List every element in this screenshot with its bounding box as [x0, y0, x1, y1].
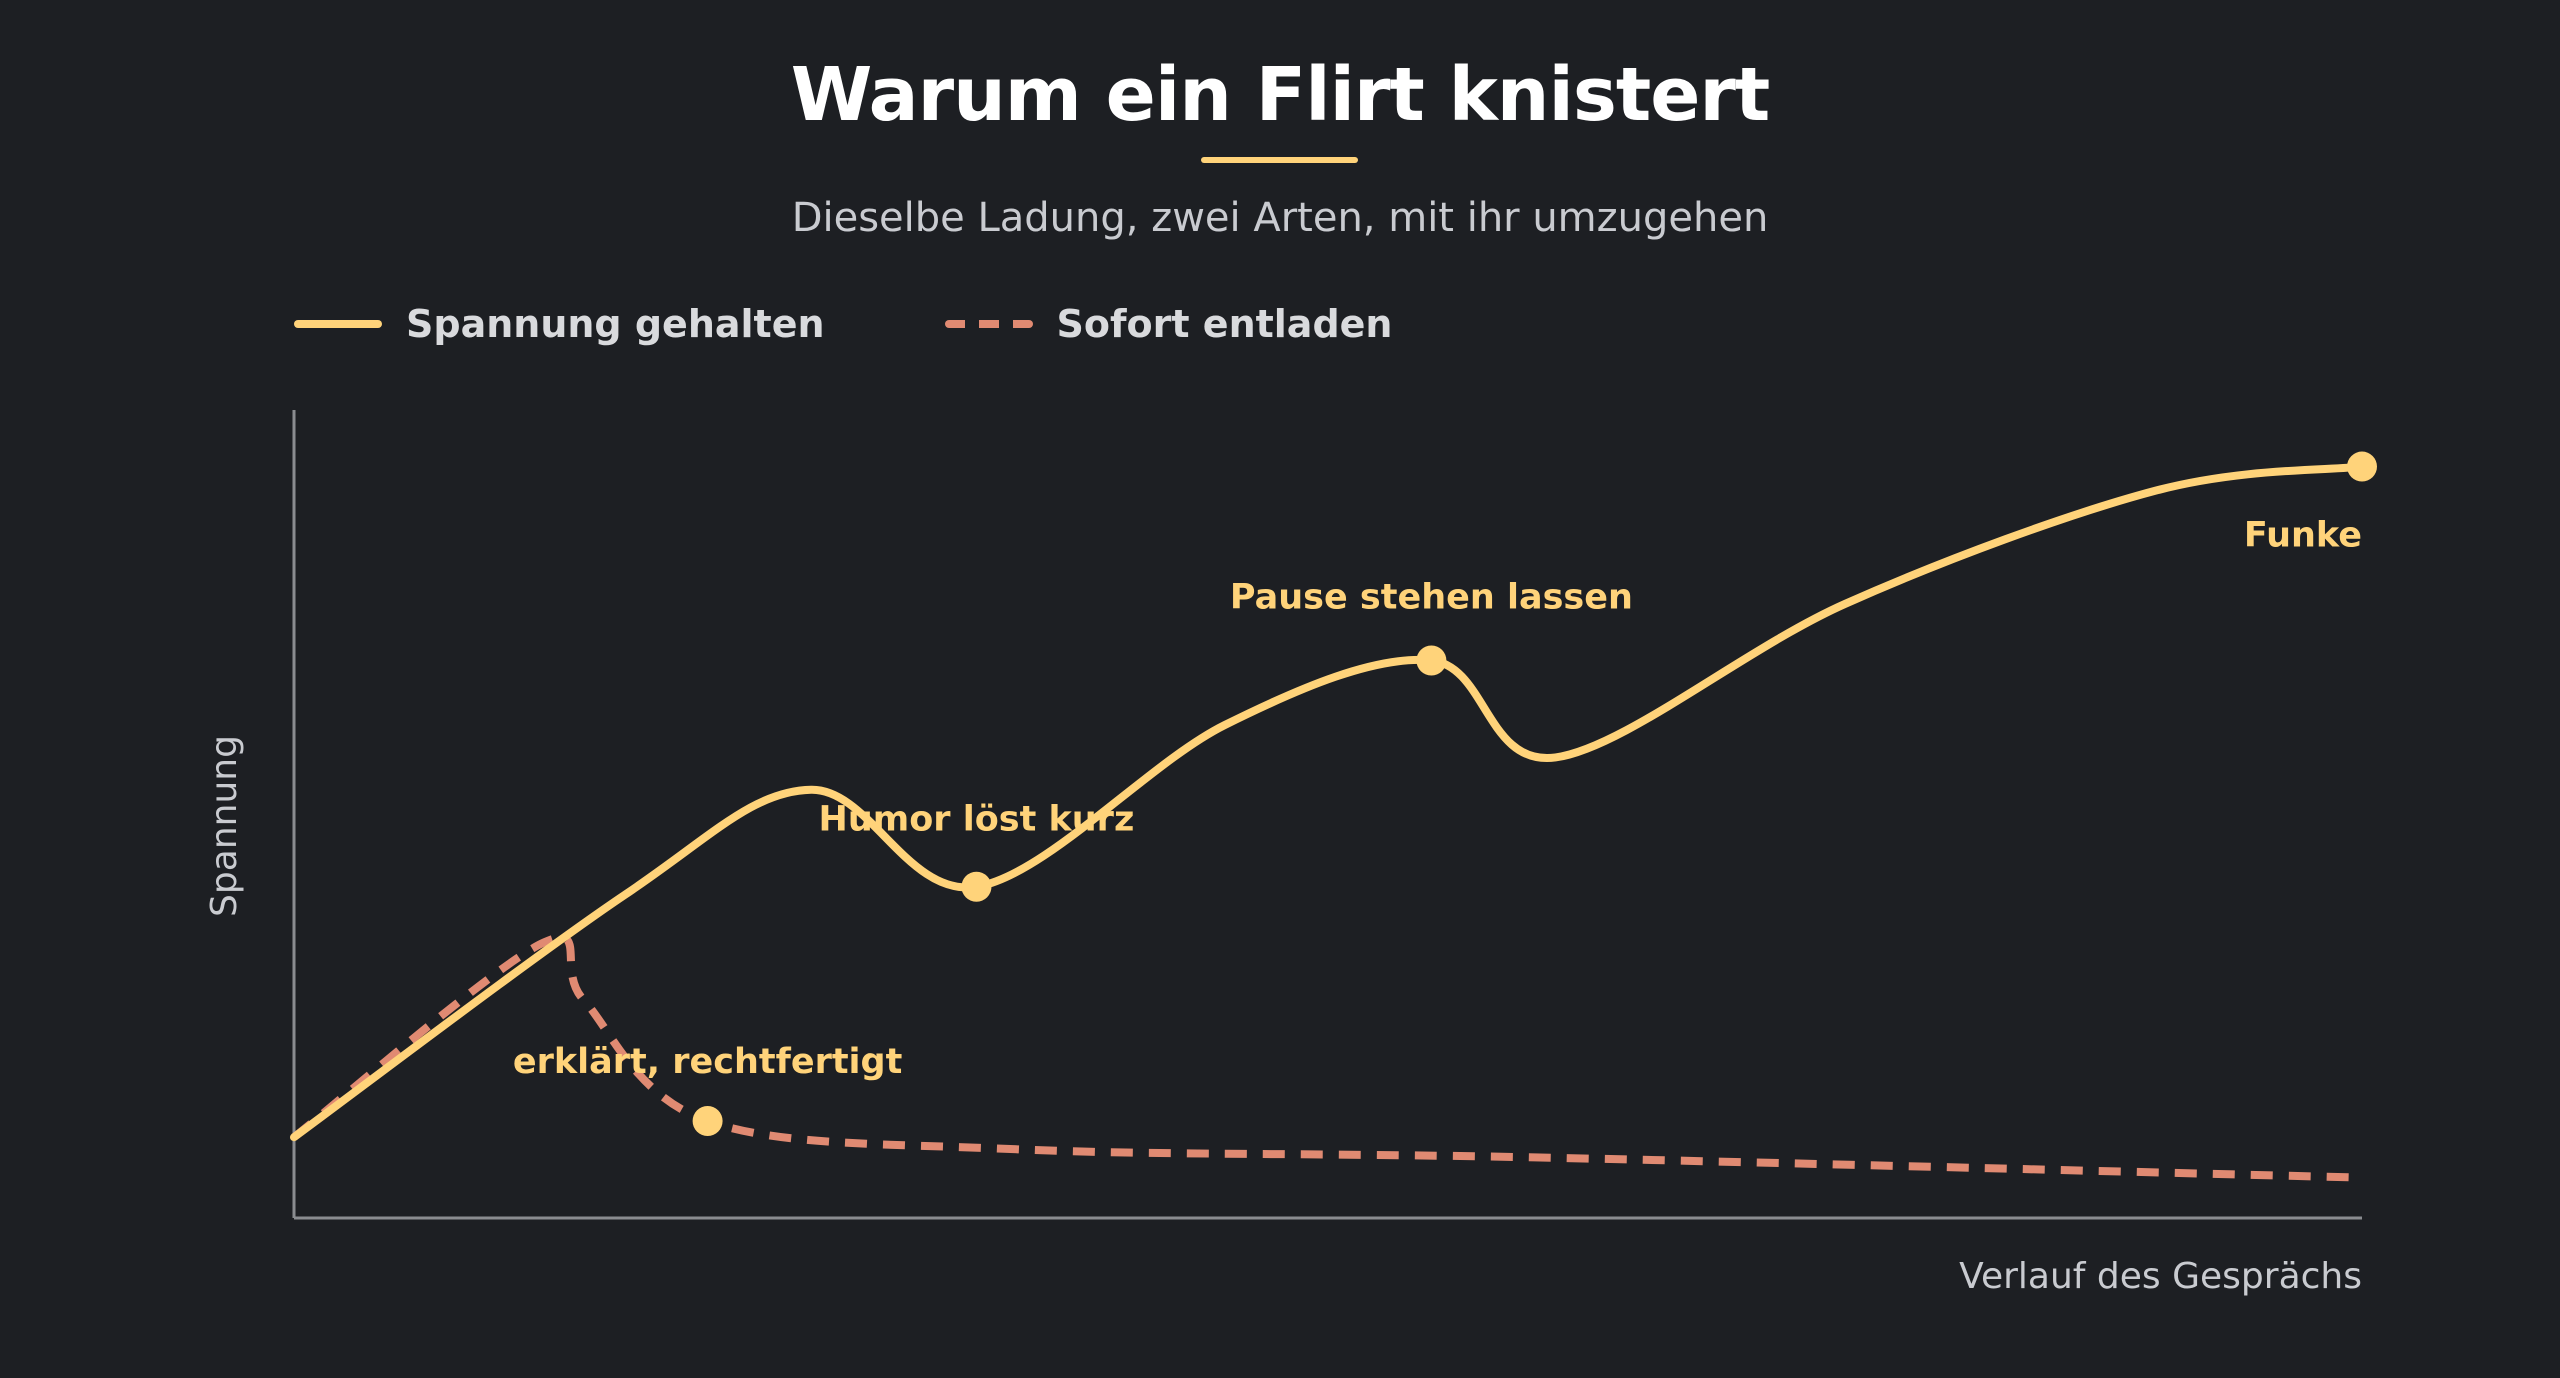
legend-item-released: Sofort entladen [944, 302, 1393, 346]
held-annotation-0: Humor löst kurz [819, 800, 1135, 840]
held-marker-2 [2347, 451, 2377, 482]
held-annotation-2: Funke [2244, 516, 2362, 556]
series-line-spannung-gehalten [290, 462, 2366, 1142]
legend-label-released: Sofort entladen [1056, 302, 1393, 346]
y-axis-label: Spannung [204, 735, 245, 917]
legend: Spannung gehalten Sofort entladen [294, 296, 1392, 352]
chart-subtitle: Dieselbe Ladung, zwei Arten, mit ihr umz… [791, 195, 1769, 241]
legend-item-held: Spannung gehalten [294, 302, 825, 346]
legend-swatch-dashed [944, 320, 1033, 328]
held-marker-1 [1416, 645, 1447, 676]
chart-title: Warum ein Flirt knistert [790, 52, 1771, 138]
released-annotation-0: erklärt, rechtfertigt [513, 1042, 903, 1082]
title-underline [1201, 157, 1358, 163]
series-line-sofort-entladen [291, 933, 2363, 1182]
legend-label-held: Spannung gehalten [406, 302, 825, 346]
x-axis-label: Verlauf des Gesprächs [1959, 1256, 2362, 1297]
held-marker-0 [961, 871, 992, 902]
legend-swatch-solid [294, 320, 382, 328]
held-annotation-1: Pause stehen lassen [1230, 577, 1633, 617]
released-marker-0 [692, 1106, 723, 1137]
